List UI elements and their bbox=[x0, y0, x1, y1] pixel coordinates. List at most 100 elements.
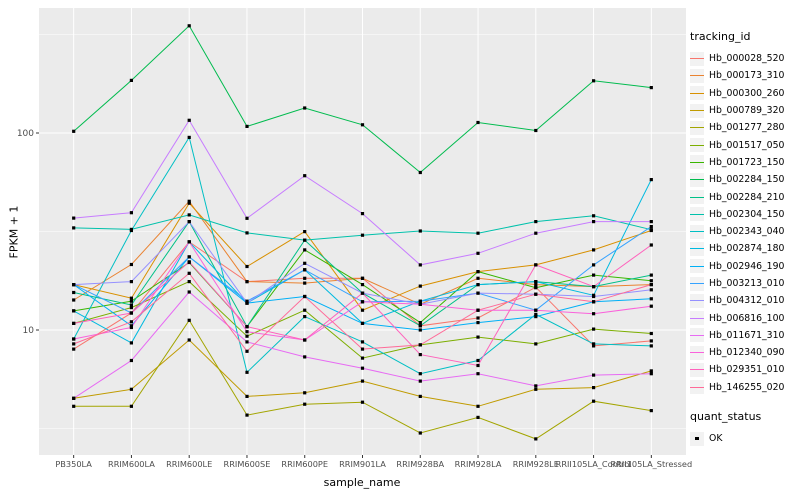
data-point-marker bbox=[592, 327, 596, 331]
data-point-marker bbox=[418, 328, 422, 332]
legend-key bbox=[690, 68, 704, 83]
legend-item-label: Hb_002284_150 bbox=[709, 174, 785, 186]
legend-item-label: Hb_002284_210 bbox=[709, 191, 785, 203]
data-point-marker bbox=[649, 273, 653, 277]
data-point-marker bbox=[592, 285, 596, 289]
legend-key bbox=[690, 276, 704, 291]
data-point-marker bbox=[360, 291, 365, 295]
data-point-marker bbox=[534, 280, 538, 284]
data-point-marker bbox=[187, 240, 191, 244]
legend-item: Hb_001277_280 bbox=[690, 119, 800, 136]
data-point-marker bbox=[187, 199, 191, 203]
legend-item: Hb_002304_150 bbox=[690, 206, 800, 223]
legend-key-line-swatch bbox=[690, 179, 704, 181]
y-tick-label: 100 bbox=[17, 129, 34, 139]
legend-item-label: Hb_000028_520 bbox=[709, 53, 785, 65]
data-point-marker bbox=[245, 124, 249, 128]
x-tick-label: RRIM600LA bbox=[108, 459, 155, 469]
data-point-marker bbox=[476, 270, 480, 274]
data-point-marker bbox=[534, 387, 538, 391]
data-point-marker bbox=[360, 356, 365, 360]
data-point-marker bbox=[476, 308, 480, 312]
legend-items: Hb_000028_520 Hb_000173_310 Hb_000300_260 H… bbox=[690, 50, 800, 396]
data-point-marker bbox=[303, 174, 307, 178]
legend-item-label: Hb_002304_150 bbox=[709, 208, 785, 220]
data-point-marker bbox=[592, 344, 596, 348]
data-point-marker bbox=[418, 431, 422, 435]
data-point-marker bbox=[360, 400, 365, 404]
legend-key-line-swatch bbox=[690, 300, 704, 302]
x-tick-label: RRII105LA_Stressed bbox=[610, 459, 692, 469]
x-tick-label: PB350LA bbox=[55, 459, 92, 469]
data-point-marker bbox=[303, 294, 307, 299]
data-point-marker bbox=[72, 216, 76, 220]
data-point-marker bbox=[303, 308, 307, 312]
data-point-marker bbox=[418, 379, 422, 383]
data-point-marker bbox=[360, 347, 365, 351]
x-tick-label: RRIM928LE bbox=[513, 459, 559, 469]
data-point-marker bbox=[649, 220, 653, 224]
data-point-marker bbox=[129, 325, 133, 330]
y-tick-label: 10 bbox=[23, 326, 35, 336]
data-point-marker bbox=[649, 372, 653, 376]
data-point-marker bbox=[245, 370, 249, 374]
x-tick-label: RRIM928BA bbox=[396, 459, 444, 469]
data-point-marker bbox=[129, 228, 133, 233]
data-point-marker bbox=[649, 225, 653, 229]
legend-key-line-swatch bbox=[690, 110, 704, 112]
data-point-marker bbox=[592, 79, 596, 83]
x-tick-label: RRIM600LE bbox=[166, 459, 212, 469]
data-point-marker bbox=[476, 321, 480, 325]
data-point-marker bbox=[129, 296, 133, 300]
legend-item: Hb_002284_210 bbox=[690, 188, 800, 205]
data-point-marker bbox=[72, 342, 76, 346]
data-point-marker bbox=[129, 324, 133, 328]
y-axis-title: FPKM + 1 bbox=[7, 205, 21, 259]
data-point-marker bbox=[649, 339, 653, 343]
data-point-marker bbox=[187, 271, 191, 275]
data-point-marker bbox=[187, 135, 191, 139]
data-point-marker bbox=[418, 321, 422, 325]
data-point-marker bbox=[129, 262, 133, 267]
data-point-marker bbox=[649, 178, 653, 182]
legend-item-label: Hb_002946_190 bbox=[709, 260, 785, 272]
data-point-marker bbox=[129, 358, 133, 363]
legend-key-line-swatch bbox=[690, 196, 704, 198]
legend-item: Hb_000173_310 bbox=[690, 67, 800, 84]
legend-key bbox=[690, 345, 704, 360]
data-point-marker bbox=[72, 298, 76, 302]
data-point-marker bbox=[245, 264, 249, 269]
data-point-marker bbox=[129, 78, 133, 82]
legend-item-label: Hb_012340_090 bbox=[709, 347, 785, 359]
data-point-marker bbox=[534, 231, 538, 235]
data-point-marker bbox=[360, 340, 365, 344]
data-point-marker bbox=[418, 170, 422, 175]
legend-key-line-swatch bbox=[690, 352, 704, 354]
legend-key bbox=[690, 120, 704, 135]
data-point-marker bbox=[129, 404, 133, 408]
legend-key bbox=[690, 293, 704, 308]
legend-item: Hb_000300_260 bbox=[690, 85, 800, 102]
data-point-marker bbox=[534, 263, 538, 267]
data-point-marker bbox=[592, 273, 596, 277]
legend-key bbox=[690, 207, 704, 222]
data-point-marker bbox=[476, 415, 480, 419]
data-point-marker bbox=[360, 276, 365, 280]
data-point-marker bbox=[72, 347, 76, 351]
legend-key-line-swatch bbox=[690, 58, 704, 60]
legend-key bbox=[690, 51, 704, 66]
data-point-marker bbox=[649, 297, 653, 301]
data-point-marker bbox=[592, 294, 596, 299]
data-point-marker bbox=[129, 211, 133, 215]
legend-key-line-swatch bbox=[690, 92, 704, 94]
data-point-marker bbox=[592, 399, 596, 403]
data-point-marker bbox=[129, 320, 133, 324]
quant-status-title: quant_status bbox=[690, 409, 762, 423]
data-point-marker bbox=[476, 283, 480, 287]
legend-key-line-swatch bbox=[690, 231, 704, 233]
data-point-marker bbox=[534, 342, 538, 346]
data-point-marker bbox=[476, 291, 480, 295]
data-point-marker bbox=[245, 413, 249, 417]
legend-item-label: Hb_004312_010 bbox=[709, 295, 785, 307]
